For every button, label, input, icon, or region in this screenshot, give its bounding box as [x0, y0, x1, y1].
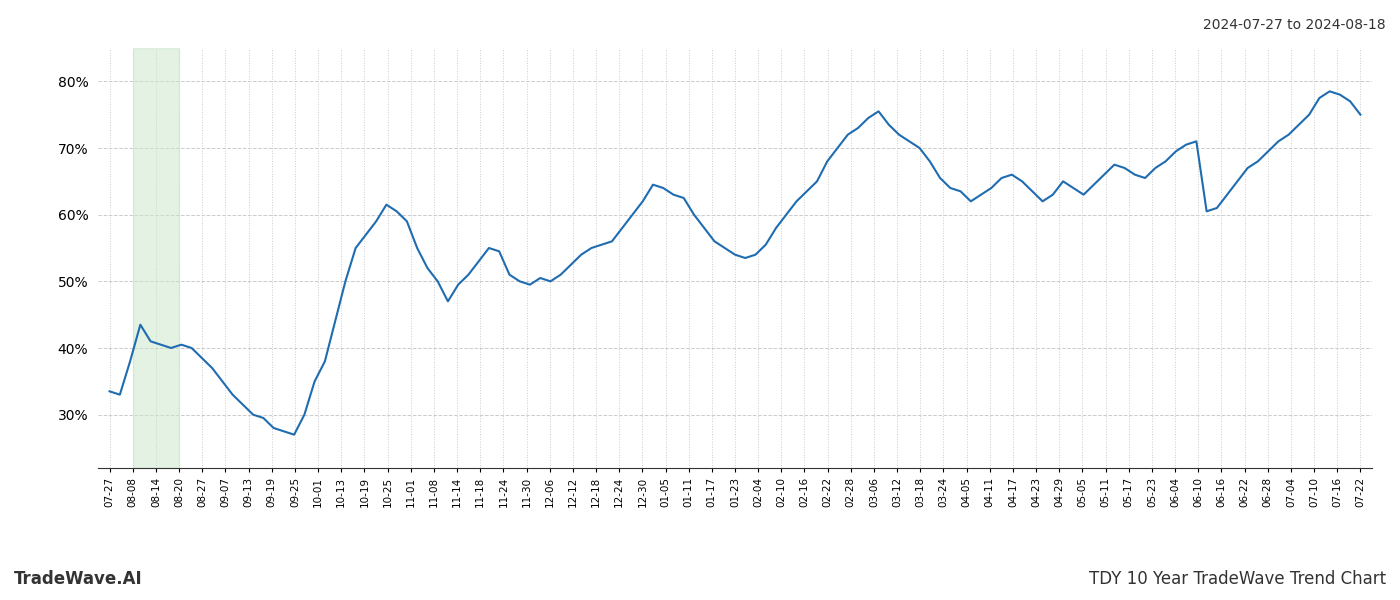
Bar [133, 48, 179, 468]
Text: TDY 10 Year TradeWave Trend Chart: TDY 10 Year TradeWave Trend Chart [1089, 570, 1386, 588]
Text: 2024-07-27 to 2024-08-18: 2024-07-27 to 2024-08-18 [1204, 18, 1386, 32]
Text: TradeWave.AI: TradeWave.AI [14, 570, 143, 588]
